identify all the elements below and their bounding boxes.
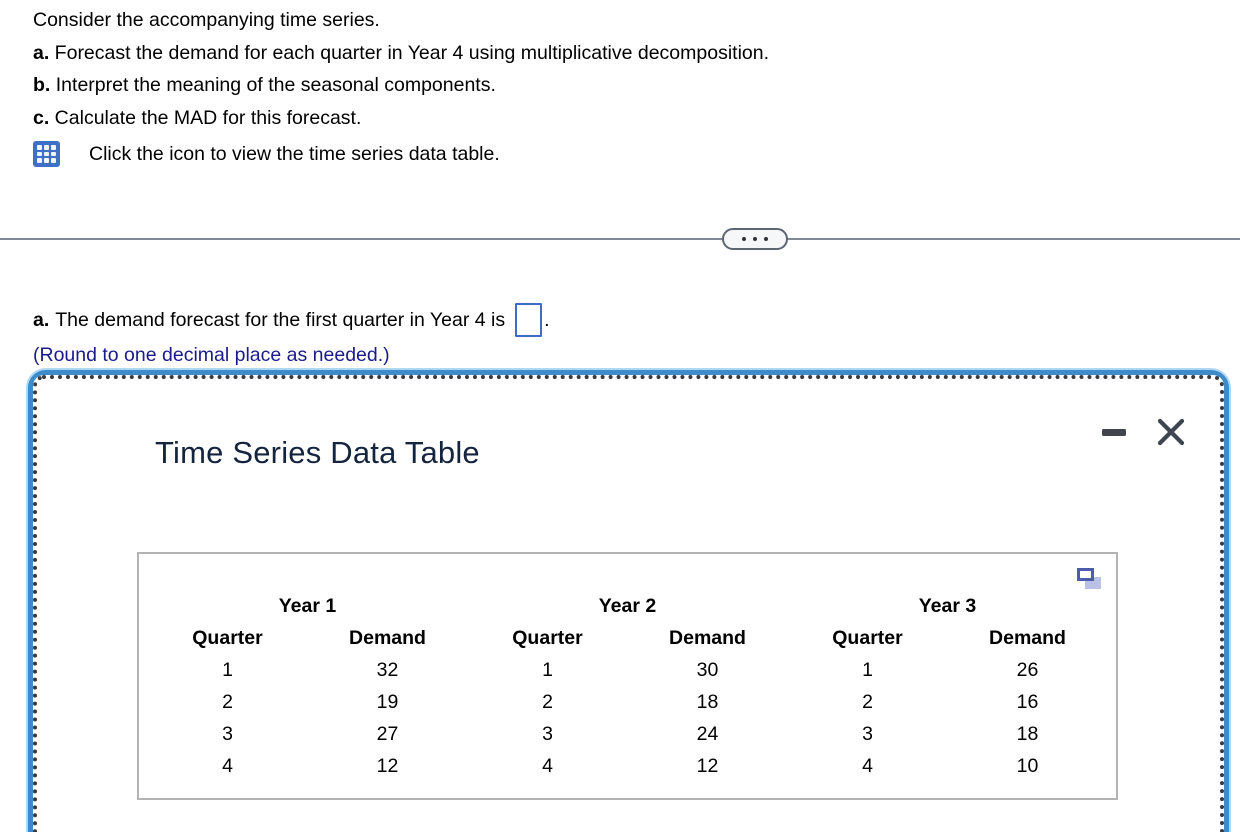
cell: 26 (1016, 658, 1039, 681)
part-c-label: c. (33, 106, 50, 129)
data-table-container: Year 1 Year 2 Year 3 Quarter Demand Quar… (137, 552, 1118, 800)
ellipsis-icon[interactable] (722, 228, 788, 250)
column-header-row: Quarter Demand Quarter Demand Quarter De… (148, 622, 1108, 654)
year-2-header: Year 2 (598, 594, 657, 617)
cell: 30 (696, 658, 719, 681)
y1-demand-header: Demand (349, 626, 426, 649)
cell: 3 (542, 722, 553, 745)
question-part-c: c. Calculate the MAD for this forecast. (33, 102, 769, 135)
cell: 4 (542, 754, 553, 777)
cell: 1 (862, 658, 873, 681)
modal-title: Time Series Data Table (155, 435, 480, 470)
modal-inner: Time Series Data Table Year 1 Year 2 Yea… (33, 375, 1224, 832)
time-series-modal: Time Series Data Table Year 1 Year 2 Yea… (28, 370, 1229, 832)
table-row: 2 19 2 18 2 16 (148, 686, 1108, 718)
cell: 24 (696, 722, 719, 745)
year-3-header: Year 3 (918, 594, 977, 617)
table-grid-icon[interactable] (33, 141, 60, 167)
cell: 3 (862, 722, 873, 745)
cell: 4 (222, 754, 233, 777)
cell: 1 (542, 658, 553, 681)
rounding-note: (Round to one decimal place as needed.) (33, 344, 390, 366)
cell: 2 (862, 690, 873, 713)
cell: 12 (696, 754, 719, 777)
y2-demand-header: Demand (669, 626, 746, 649)
copy-icon[interactable] (1077, 568, 1104, 592)
section-divider (0, 228, 1240, 252)
year-header-row: Year 1 Year 2 Year 3 (148, 590, 1108, 622)
cell: 16 (1016, 690, 1039, 713)
question-intro: Consider the accompanying time series. (33, 9, 380, 31)
cell: 32 (376, 658, 399, 681)
cell: 12 (376, 754, 399, 777)
close-icon[interactable] (1154, 415, 1188, 449)
y1-quarter-header: Quarter (192, 626, 263, 649)
cell: 27 (376, 722, 399, 745)
answer-part-label: a. (33, 308, 50, 331)
modal-controls (1102, 415, 1188, 449)
year-1-header: Year 1 (278, 594, 337, 617)
divider-line (0, 238, 1240, 240)
part-c-text: Calculate the MAD for this forecast. (49, 106, 362, 129)
data-table-icon-row: Click the icon to view the time series d… (33, 141, 500, 167)
answer-input[interactable] (515, 303, 543, 337)
question-text-block: Consider the accompanying time series. a… (33, 4, 769, 134)
cell: 2 (222, 690, 233, 713)
y3-quarter-header: Quarter (832, 626, 903, 649)
cell: 19 (376, 690, 399, 713)
part-a-text: Forecast the demand for each quarter in … (49, 41, 770, 64)
cell: 18 (1016, 722, 1039, 745)
table-row: 1 32 1 30 1 26 (148, 654, 1108, 686)
answer-suffix: . (544, 308, 550, 331)
minimize-icon[interactable] (1102, 428, 1126, 436)
cell: 3 (222, 722, 233, 745)
time-series-table: Year 1 Year 2 Year 3 Quarter Demand Quar… (148, 590, 1108, 782)
question-part-b: b. Interpret the meaning of the seasonal… (33, 69, 769, 102)
answer-prompt-text: The demand forecast for the first quarte… (55, 308, 506, 331)
table-row: 3 27 3 24 3 18 (148, 718, 1108, 750)
question-part-a: a. Forecast the demand for each quarter … (33, 37, 769, 70)
cell: 10 (1016, 754, 1039, 777)
cell: 18 (696, 690, 719, 713)
table-row: 4 12 4 12 4 10 (148, 750, 1108, 782)
part-a-label: a. (33, 41, 50, 64)
icon-hint-text: Click the icon to view the time series d… (89, 142, 500, 165)
cell: 2 (542, 690, 553, 713)
cell: 4 (862, 754, 873, 777)
part-b-text: Interpret the meaning of the seasonal co… (50, 74, 496, 96)
answer-line: a. The demand forecast for the first qua… (33, 301, 550, 339)
y2-quarter-header: Quarter (512, 626, 583, 649)
y3-demand-header: Demand (989, 626, 1066, 649)
part-b-label: b. (33, 74, 51, 96)
cell: 1 (222, 658, 233, 681)
